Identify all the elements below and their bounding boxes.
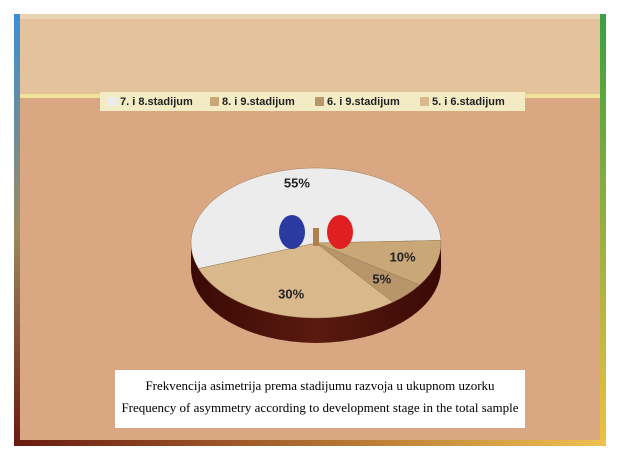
heads <box>279 215 353 249</box>
pie-slice <box>315 240 442 286</box>
legend-label: 5. i 6.stadijum <box>432 96 505 108</box>
caption-line: Frekvencija asimetrija prema stadijumu r… <box>145 378 495 393</box>
caption-line: Frequency of asymmetry according to deve… <box>121 400 518 415</box>
border-left <box>14 14 20 446</box>
data-label: 30% <box>278 286 304 301</box>
border-right <box>600 14 606 446</box>
legend-label: 7. i 8.stadijum <box>120 96 193 108</box>
legend-label: 8. i 9.stadijum <box>222 96 295 108</box>
legend-swatch <box>315 97 324 106</box>
pie-slice <box>198 242 394 319</box>
pie-slice <box>190 167 442 269</box>
data-label: 10% <box>389 249 415 264</box>
border-bottom <box>14 440 606 446</box>
legend-swatch <box>108 97 117 106</box>
pie <box>190 167 442 343</box>
head-red <box>327 215 353 249</box>
plus <box>313 228 319 246</box>
caption-box <box>115 370 525 428</box>
legend-swatch <box>420 97 429 106</box>
legend-box <box>100 92 525 111</box>
border-top <box>20 14 600 19</box>
data-label: 5% <box>372 271 391 286</box>
head-blue <box>279 215 305 249</box>
data-label: 55% <box>284 176 310 191</box>
legend-swatch <box>210 97 219 106</box>
header-band <box>14 14 606 96</box>
legend-label: 6. i 9.stadijum <box>327 96 400 108</box>
